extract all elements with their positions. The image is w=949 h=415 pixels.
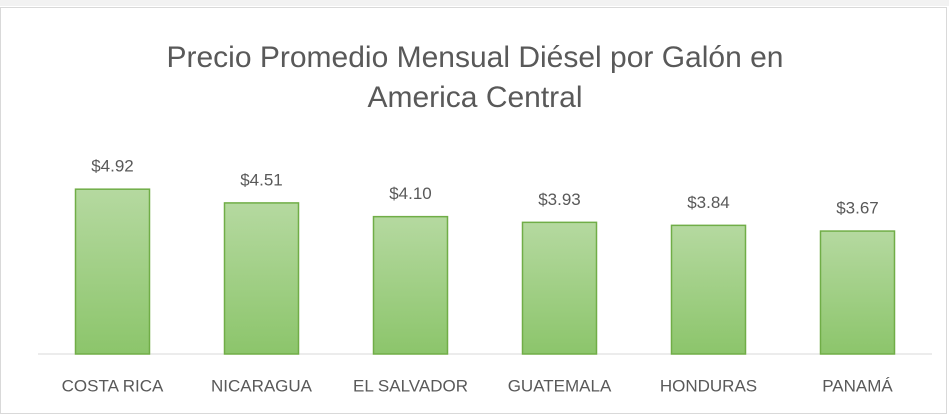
bar bbox=[670, 224, 747, 355]
data-label: $3.67 bbox=[836, 199, 879, 218]
chart-frame bbox=[0, 7, 947, 414]
x-tick-label: COSTA RICA bbox=[62, 376, 164, 395]
x-tick-label: NICARAGUA bbox=[211, 376, 313, 395]
bar bbox=[223, 202, 300, 355]
data-label: $3.84 bbox=[687, 193, 730, 212]
data-label: $4.10 bbox=[389, 184, 432, 203]
x-tick-label: EL SALVADOR bbox=[353, 376, 468, 395]
chart-title: Precio Promedio Mensual Diésel por Galón… bbox=[166, 41, 784, 114]
bar bbox=[74, 188, 151, 355]
bar bbox=[372, 215, 449, 355]
bar bbox=[521, 221, 598, 355]
top-strip bbox=[0, 0, 949, 6]
data-label: $4.92 bbox=[91, 157, 134, 176]
x-tick-label: GUATEMALA bbox=[508, 376, 612, 395]
x-tick-label: HONDURAS bbox=[660, 376, 757, 395]
data-label: $3.93 bbox=[538, 190, 581, 209]
data-label: $4.51 bbox=[240, 170, 283, 189]
x-tick-label: PANAMÁ bbox=[822, 376, 893, 395]
bar bbox=[819, 230, 896, 355]
